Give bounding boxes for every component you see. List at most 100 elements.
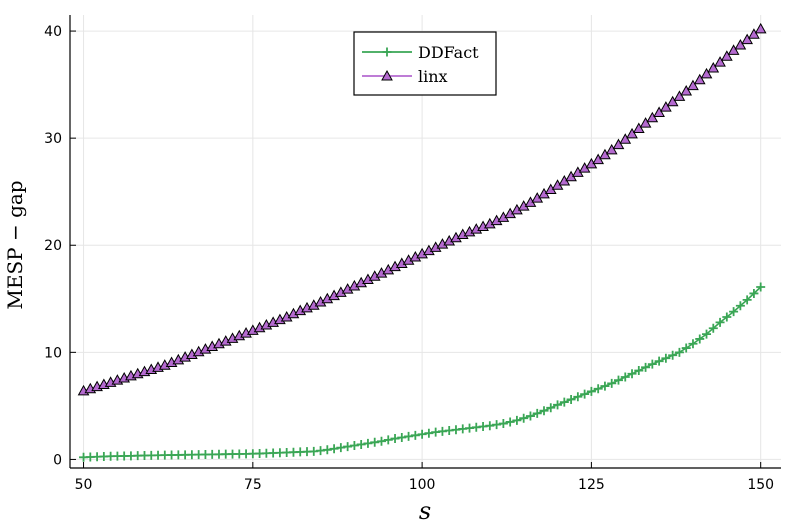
legend-label: DDFact (418, 43, 479, 62)
data-point (734, 38, 747, 50)
tick-labels: 50 75 100 125 150 0 10 20 30 40 (44, 24, 774, 493)
series-ddfact (79, 282, 766, 462)
data-point (708, 323, 718, 333)
data-point (580, 389, 590, 399)
data-point (356, 439, 366, 449)
data-point (668, 350, 678, 360)
y-tick-label: 30 (44, 131, 62, 147)
data-point (715, 317, 725, 327)
data-point (727, 44, 740, 55)
data-point (370, 437, 380, 447)
x-tick-label: 75 (244, 477, 262, 493)
data-point (702, 329, 712, 339)
data-point (613, 375, 623, 385)
data-point (620, 372, 630, 382)
data-point (519, 413, 529, 423)
data-point (742, 295, 752, 305)
data-point (653, 106, 665, 117)
x-tick-label: 50 (75, 477, 93, 493)
data-point (600, 381, 610, 391)
data-point (539, 406, 549, 416)
data-point (498, 419, 508, 429)
y-axis-title: MESP − gap (3, 180, 27, 309)
data-point (593, 384, 603, 394)
data-point (673, 90, 686, 101)
x-tick-label: 100 (409, 477, 436, 493)
data-point (632, 122, 645, 134)
data-point (525, 411, 535, 421)
legend: DDFact linx (353, 31, 497, 96)
data-point (735, 301, 745, 311)
triangle-icon (381, 69, 393, 81)
data-point (666, 95, 679, 107)
data-point (641, 362, 651, 372)
data-point (343, 442, 353, 452)
legend-label: linx (418, 67, 448, 86)
data-point (707, 61, 720, 73)
data-point (559, 397, 569, 407)
data-point (329, 444, 339, 454)
data-point (754, 22, 767, 34)
data-point (417, 429, 427, 439)
data-point (512, 415, 522, 425)
data-point (647, 359, 657, 369)
data-point (336, 443, 346, 453)
data-point (693, 73, 706, 85)
data-point (505, 417, 515, 427)
data-point (627, 369, 637, 379)
data-point (410, 430, 420, 440)
legend-entry-ddfact: DDFact (362, 43, 479, 62)
data-point (605, 143, 618, 155)
data-point (680, 85, 693, 96)
legend-entry-linx: linx (362, 67, 448, 86)
data-point (722, 312, 732, 322)
legend-box (353, 31, 497, 96)
data-point (756, 282, 766, 292)
y-tick-label: 10 (44, 345, 62, 361)
legend-items: DDFact linx (362, 43, 479, 86)
data-point (612, 138, 625, 150)
data-point (674, 347, 684, 357)
data-point (626, 127, 638, 139)
data-point (492, 420, 502, 430)
data-point (566, 394, 576, 404)
x-tick-label: 125 (578, 477, 605, 493)
data-point (376, 436, 386, 446)
data-point (729, 307, 739, 317)
y-tick-label: 20 (44, 238, 62, 254)
series-layer (77, 22, 767, 462)
data-point (700, 67, 713, 79)
data-point (397, 432, 407, 442)
data-point (546, 403, 556, 413)
data-point (741, 33, 753, 45)
data-point (748, 28, 760, 39)
data-point (607, 378, 617, 388)
data-point (639, 117, 652, 128)
data-point (322, 445, 332, 455)
x-axis-title: s (419, 497, 431, 525)
data-point (349, 441, 359, 451)
data-point (532, 408, 542, 418)
data-point (687, 79, 699, 91)
data-point (681, 343, 691, 353)
data-point (390, 434, 400, 444)
data-point (688, 339, 698, 349)
data-point (573, 392, 583, 402)
data-point (654, 356, 664, 366)
data-point (749, 288, 759, 298)
data-point (714, 56, 726, 67)
plus-icon (382, 47, 392, 57)
data-point (363, 438, 373, 448)
y-tick-label: 40 (44, 24, 62, 40)
data-point (720, 50, 733, 61)
data-point (634, 366, 644, 376)
data-point (424, 428, 434, 438)
data-point (383, 435, 393, 445)
data-point (586, 386, 596, 396)
data-point (660, 101, 672, 112)
data-point (553, 400, 563, 410)
data-point (404, 431, 414, 441)
data-point (485, 421, 495, 431)
data-point (646, 111, 659, 123)
